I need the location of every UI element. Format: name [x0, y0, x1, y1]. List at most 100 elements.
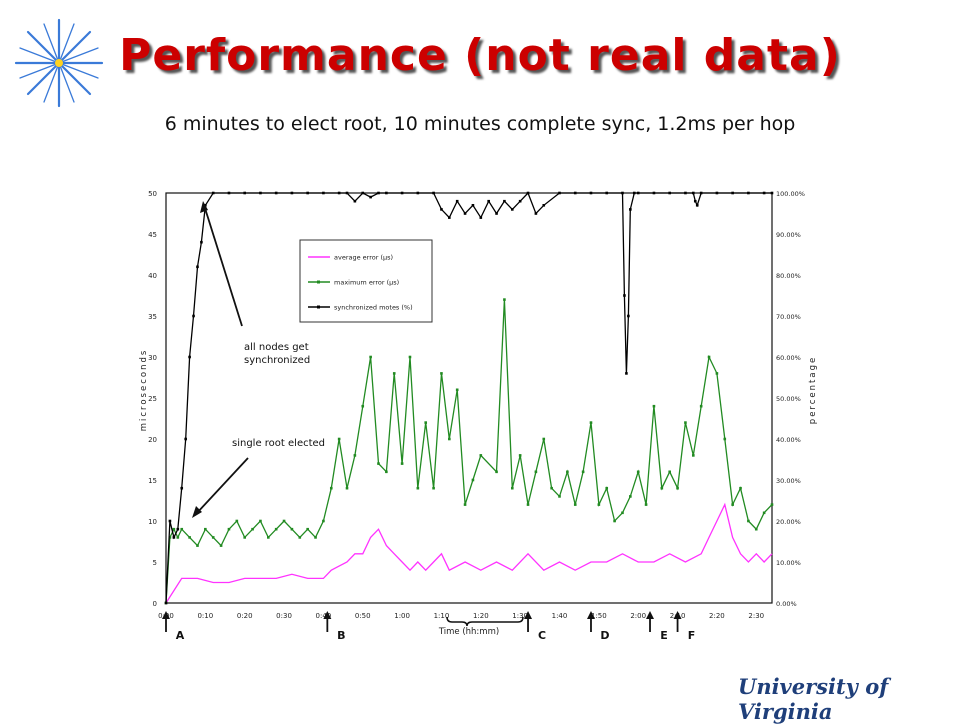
- star-burst-icon: [14, 18, 104, 108]
- data-point: [747, 191, 750, 195]
- data-point: [306, 191, 309, 195]
- data-point: [180, 527, 184, 531]
- data-point: [385, 470, 388, 474]
- data-point: [518, 199, 522, 203]
- average-error-series-line: [165, 502, 773, 604]
- event-marker-e: E: [646, 611, 668, 642]
- data-point: [282, 519, 286, 523]
- data-point: [196, 265, 199, 269]
- data-point: [632, 191, 636, 195]
- data-point: [274, 191, 278, 195]
- y2-tick-label: 30.00%: [776, 477, 801, 485]
- data-point: [558, 191, 561, 195]
- y-tick-label: 45: [148, 231, 157, 239]
- slide-title: Performance (not real data): [119, 30, 841, 81]
- annotation-arrow-synced: [203, 204, 243, 327]
- data-point: [385, 191, 388, 195]
- y-tick-label: 35: [148, 313, 157, 321]
- data-point: [377, 191, 380, 195]
- x-tick-label: 1:40: [552, 612, 568, 620]
- x-tick-label: 2:00: [630, 612, 646, 620]
- y-tick-label: 10: [148, 518, 157, 526]
- data-point: [668, 191, 671, 195]
- event-marker-a: A: [162, 611, 185, 642]
- data-point: [566, 470, 569, 474]
- maximum-error-series: [164, 298, 774, 605]
- data-point: [613, 519, 616, 523]
- data-point: [392, 372, 396, 375]
- event-marker-label: A: [176, 629, 185, 642]
- data-point: [259, 191, 262, 195]
- x-tick-label: 1:10: [434, 612, 450, 620]
- data-point: [644, 503, 648, 506]
- data-point: [668, 470, 671, 474]
- data-point: [699, 404, 703, 408]
- event-marker-f: F: [673, 611, 695, 642]
- data-point: [200, 240, 203, 244]
- data-point: [322, 191, 325, 195]
- data-point: [184, 437, 187, 441]
- event-marker-arrowhead: [646, 611, 655, 619]
- data-point: [589, 421, 593, 424]
- data-point: [605, 486, 609, 490]
- event-marker-label: B: [337, 629, 345, 642]
- data-point: [337, 191, 341, 195]
- plot-frame: [165, 192, 773, 604]
- y-tick-label: 40: [148, 272, 157, 280]
- y2-tick-label: 0.00%: [776, 600, 797, 608]
- synchronized-motes-series-line: [165, 191, 772, 604]
- event-marker-b: B: [323, 611, 346, 642]
- legend-marker: [317, 305, 320, 309]
- annotation-text-synced: all nodes get: [244, 342, 309, 353]
- data-point: [172, 536, 176, 539]
- data-point: [164, 601, 168, 605]
- data-point: [314, 536, 317, 539]
- data-point: [227, 191, 231, 195]
- data-point: [180, 486, 184, 490]
- data-point: [715, 372, 719, 375]
- data-point: [621, 511, 624, 515]
- data-point: [534, 470, 538, 474]
- data-point: [243, 191, 247, 195]
- x-tick-label: 1:30: [512, 612, 528, 620]
- data-point: [424, 421, 428, 424]
- event-marker-arrowhead: [162, 611, 170, 619]
- data-point: [172, 527, 176, 531]
- data-point: [432, 191, 435, 195]
- event-marker-arrowhead: [586, 611, 595, 619]
- x-tick-label: 2:30: [748, 612, 764, 620]
- data-point: [510, 486, 514, 490]
- x-tick-label: 0:20: [237, 612, 253, 620]
- data-point: [259, 519, 262, 523]
- data-point: [440, 372, 443, 375]
- x-axis-ticks: 0:000:100:200:300:400:501:001:101:201:30…: [158, 612, 764, 620]
- data-point: [707, 355, 711, 359]
- annotations: all nodes get synchronized single root ele…: [192, 201, 325, 518]
- data-point: [204, 527, 207, 531]
- y-tick-label: 0: [153, 600, 157, 608]
- data-point: [227, 527, 231, 531]
- data-point: [739, 486, 742, 490]
- chart-legend: average error (µs) maximum error (µs) sync…: [299, 239, 433, 323]
- data-point: [416, 191, 420, 195]
- data-point: [345, 486, 349, 490]
- event-marker-d: D: [586, 611, 610, 642]
- data-point: [627, 314, 630, 318]
- data-point: [168, 519, 172, 523]
- data-point: [623, 294, 626, 297]
- data-point: [550, 486, 553, 490]
- data-point: [770, 503, 774, 506]
- y-axis-ticks: 0 5 10 15 20 25 30 35 40 45 50: [148, 190, 157, 608]
- y2-tick-label: 40.00%: [776, 436, 801, 444]
- y-tick-label: 25: [148, 395, 157, 403]
- data-point: [684, 191, 687, 195]
- data-point: [400, 191, 404, 195]
- data-point: [731, 503, 734, 506]
- data-point: [754, 527, 758, 531]
- data-point: [652, 191, 656, 195]
- data-point: [400, 462, 404, 465]
- data-point: [440, 208, 443, 211]
- data-point: [235, 519, 239, 523]
- data-point: [211, 536, 215, 539]
